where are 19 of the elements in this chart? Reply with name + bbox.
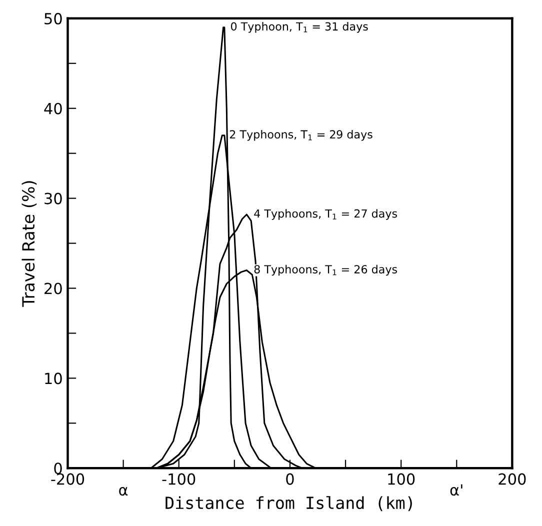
x-axis-title: Distance from Island (km) [166, 496, 412, 512]
series-label: 4 Typhoons, T$_{1}$ = 27 days [254, 209, 398, 220]
text: α' [450, 484, 462, 496]
y-tick-label: 30 [44, 192, 62, 204]
y-tick-label: 40 [44, 102, 62, 114]
text: α [119, 486, 128, 496]
y-axis-title: Travel Rate (%) [22, 181, 37, 307]
x-tick-label: 200 [498, 473, 526, 485]
y-tick-label: 50 [44, 12, 62, 24]
x-tick-label: -200 [51, 473, 84, 485]
x-tick-label: 100 [388, 473, 415, 485]
series-label: 8 Typhoons, T$_{1}$ = 26 days [254, 264, 398, 276]
y-tick-label: 0 [54, 462, 62, 474]
x-tick-label: 0 [286, 473, 294, 485]
x-tick-label: -100 [162, 473, 196, 485]
y-tick-label: 10 [45, 372, 62, 384]
series-label: 0 Typhoon, T$_{1}$ = 31 days [230, 22, 368, 33]
y-tick-label: 20 [44, 282, 62, 294]
series-label: 2 Typhoons, T$_{1}$ = 29 days [230, 130, 372, 141]
